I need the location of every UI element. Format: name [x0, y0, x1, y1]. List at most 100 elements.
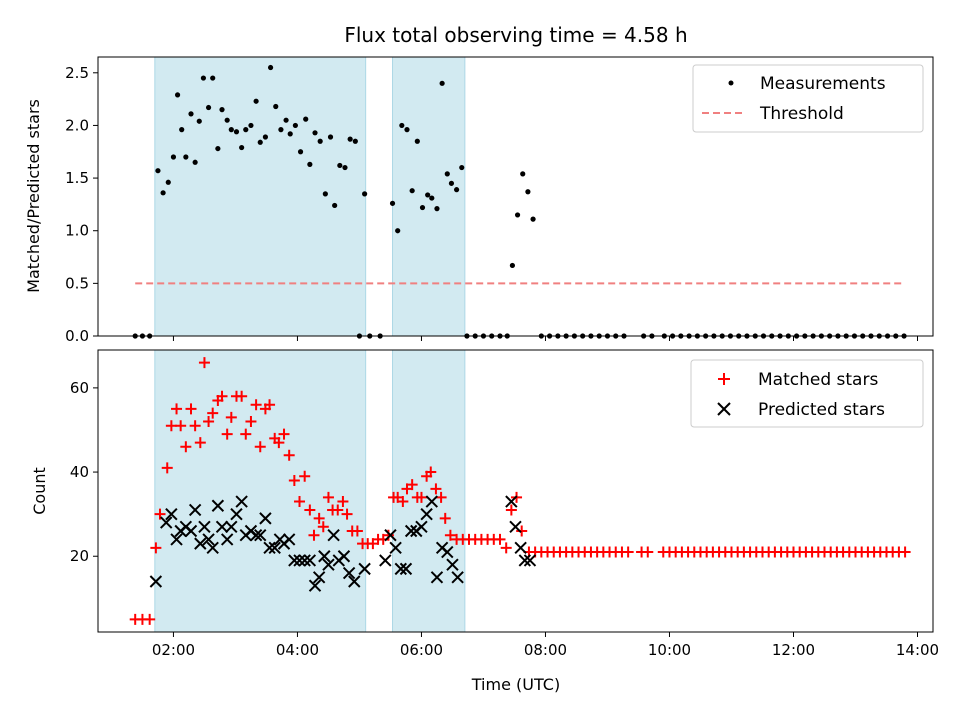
- predicted-stars-point: [188, 503, 202, 517]
- matched-stars-point: [245, 416, 257, 428]
- matched-stars-point: [425, 466, 437, 478]
- predicted-stars-point: [165, 507, 178, 521]
- matched-stars-point: [144, 613, 156, 625]
- measurements-point: [317, 138, 323, 144]
- measurements-point: [292, 122, 298, 129]
- predicted-stars-point: [358, 562, 371, 576]
- measurements-point: [362, 191, 368, 197]
- measurements-point: [429, 195, 435, 201]
- legend-marker-measurements: [728, 80, 734, 86]
- predicted-stars-point: [389, 541, 402, 555]
- predicted-stars-point: [446, 558, 459, 571]
- matched-stars-point: [313, 512, 325, 524]
- predicted-stars-point: [225, 520, 238, 533]
- matched-stars-point: [180, 441, 192, 453]
- measurements-point: [165, 179, 171, 185]
- legend-top: Measurements Threshold: [692, 64, 924, 133]
- predicted-stars-point: [384, 528, 397, 542]
- x-tick-label: 02:00: [152, 641, 195, 659]
- matched-stars-point: [273, 437, 285, 449]
- measurements-point: [243, 127, 249, 133]
- measurements-point: [155, 168, 161, 174]
- measurements-point: [192, 159, 198, 165]
- matched-stars-point: [221, 428, 233, 440]
- predicted-stars-point: [415, 520, 428, 533]
- measurements-point: [267, 64, 274, 71]
- legend-label-threshold: Threshold: [759, 104, 844, 124]
- predicted-stars-point: [249, 528, 263, 542]
- x-tick-label: 04:00: [276, 641, 319, 659]
- matched-stars-point: [198, 357, 210, 369]
- predicted-stars-point: [259, 512, 272, 525]
- measurements-point: [273, 103, 279, 110]
- matched-stars-point: [254, 441, 266, 453]
- predicted-stars-point: [348, 575, 361, 588]
- legend-label-predicted: Predicted stars: [758, 400, 885, 420]
- predicted-stars-point: [202, 533, 215, 546]
- measurements-point: [409, 188, 415, 194]
- x-axis-label: Time (UTC): [471, 675, 560, 694]
- matched-stars-point: [294, 496, 306, 508]
- measurements-point: [453, 187, 460, 193]
- predicted-stars-point: [518, 554, 532, 567]
- predicted-stars-point: [441, 545, 454, 559]
- matched-stars-point: [278, 428, 290, 440]
- y-tick-label: 0.0: [65, 327, 89, 345]
- matched-stars-point: [341, 508, 353, 520]
- legend-label-measurements: Measurements: [760, 74, 886, 94]
- x-ticks-top: [172, 336, 918, 341]
- measurements-point: [389, 200, 396, 206]
- predicted-stars-point: [342, 566, 356, 580]
- y-tick-label: 60: [70, 379, 89, 397]
- matched-stars-point: [415, 491, 427, 503]
- y-tick-label: 1.5: [65, 169, 89, 187]
- observing-intervals-bottom: [154, 349, 466, 633]
- matched-stars-point: [406, 479, 418, 491]
- measurements-point: [332, 202, 338, 209]
- matched-stars-point: [439, 512, 451, 524]
- matched-stars-point: [161, 462, 173, 474]
- x-tick-label: 14:00: [896, 641, 939, 659]
- measurements-point: [303, 116, 309, 122]
- predicted-stars-point: [514, 541, 527, 555]
- measurements-point: [183, 154, 189, 160]
- matched-stars-point: [250, 399, 262, 411]
- predicted-stars-point: [298, 554, 311, 567]
- legend-marker-predicted: [717, 402, 731, 416]
- y-tick-label: 2.0: [65, 116, 89, 134]
- measurements-point: [210, 75, 216, 81]
- observing-interval-2: [392, 349, 466, 633]
- y-ticks-top: 0.0 0.5 1.0 1.5 2.0 2.5: [65, 64, 98, 345]
- matched-stars-point: [505, 504, 517, 516]
- measurements-point: [327, 134, 334, 140]
- frame-top: [97, 56, 934, 337]
- measurements-point: [283, 117, 289, 123]
- measurements-point: [342, 164, 348, 171]
- y-tick-label: 0.5: [65, 274, 89, 292]
- matched-stars-point: [171, 403, 183, 415]
- measurements-point: [419, 204, 426, 211]
- measurements-point: [205, 104, 212, 111]
- measurements-point: [188, 111, 194, 117]
- predicted-stars-point: [235, 495, 248, 508]
- predicted-stars-point: [308, 579, 322, 592]
- measurements-point: [253, 98, 259, 104]
- observing-intervals-top: [154, 56, 466, 337]
- measurements-point: [444, 171, 450, 177]
- matched-stars-point: [154, 508, 166, 520]
- measurements-point: [520, 171, 526, 177]
- y-axis-label-top: Matched/Predicted stars: [24, 99, 43, 293]
- measurements-point: [509, 262, 515, 269]
- y-ticks-bottom: 20 40 60: [70, 379, 98, 565]
- y-tick-label: 20: [70, 547, 89, 565]
- predicted-stars-point: [293, 554, 306, 567]
- y-tick-label: 2.5: [65, 64, 89, 82]
- matched-stars-point: [189, 420, 201, 432]
- matched-stars-point: [225, 411, 237, 423]
- matched-stars-point: [642, 546, 654, 558]
- predicted-stars-point: [206, 541, 219, 555]
- measurements-point: [224, 117, 230, 123]
- predicted-stars-point: [268, 541, 281, 555]
- measurements-point: [215, 145, 221, 152]
- measurements-point: [322, 191, 328, 197]
